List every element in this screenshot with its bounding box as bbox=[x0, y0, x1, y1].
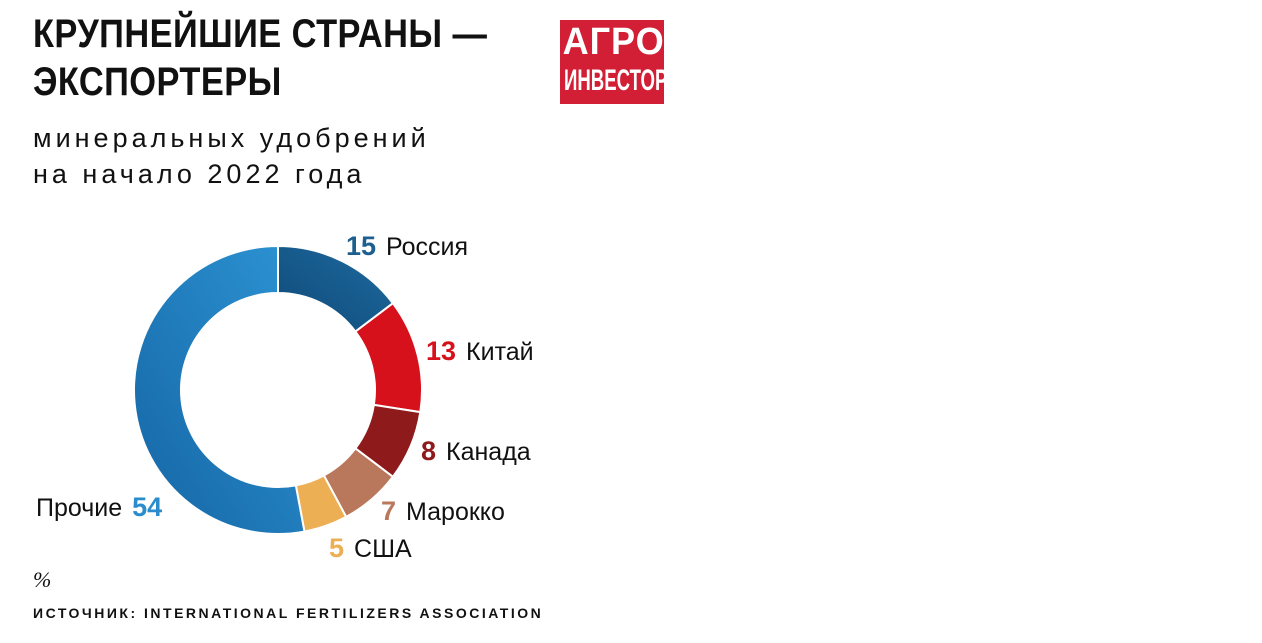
slice-прочие bbox=[133, 244, 306, 535]
agroinvestor-logo: АГРО ИНВЕСТОР bbox=[560, 20, 668, 104]
donut-slices bbox=[133, 244, 423, 535]
label-сша: 5 США bbox=[329, 533, 412, 563]
label-прочие: Прочие 54 bbox=[36, 492, 162, 522]
subtitle-line-2: на начало 2022 года bbox=[33, 159, 366, 189]
donut-chart: 15 Россия 13 Китай 8 Канада 7 Марокко 5 США Прочие… bbox=[36, 231, 534, 563]
slice-labels: 15 Россия 13 Китай 8 Канада 7 Марокко 5 США Прочие… bbox=[36, 231, 534, 563]
title-line-2: ЭКСПОРТЕРЫ bbox=[33, 60, 282, 104]
value-сша: 5 bbox=[329, 533, 344, 563]
title-line-1: КРУПНЕЙШИЕ СТРАНЫ — bbox=[33, 12, 488, 56]
name-россия: Россия bbox=[386, 233, 468, 261]
logo-line-2: ИНВЕСТОР bbox=[564, 64, 668, 97]
value-канада: 8 bbox=[421, 436, 436, 466]
chart-subtitle: минеральных удобрений на начало 2022 год… bbox=[33, 120, 430, 192]
label-марокко: 7 Марокко bbox=[381, 496, 505, 526]
label-китай: 13 Китай bbox=[426, 336, 534, 366]
name-марокко: Марокко bbox=[406, 498, 505, 526]
label-канада: 8 Канада bbox=[421, 436, 531, 466]
source-note: ИСТОЧНИК: INTERNATIONAL FERTILIZERS ASSO… bbox=[33, 605, 544, 621]
label-россия: 15 Россия bbox=[346, 231, 468, 261]
value-марокко: 7 bbox=[381, 496, 396, 526]
name-китай: Китай bbox=[466, 338, 534, 366]
name-канада: Канада bbox=[446, 438, 531, 466]
value-прочие: 54 bbox=[132, 492, 162, 522]
name-прочие: Прочие bbox=[36, 494, 122, 522]
unit-label: % bbox=[33, 567, 52, 592]
logo-line-1: АГРО bbox=[562, 21, 665, 63]
name-сша: США bbox=[354, 535, 412, 563]
chart-title: КРУПНЕЙШИЕ СТРАНЫ — ЭКСПОРТЕРЫ bbox=[33, 10, 487, 106]
value-россия: 15 bbox=[346, 231, 376, 261]
value-китай: 13 bbox=[426, 336, 456, 366]
subtitle-line-1: минеральных удобрений bbox=[33, 123, 430, 153]
